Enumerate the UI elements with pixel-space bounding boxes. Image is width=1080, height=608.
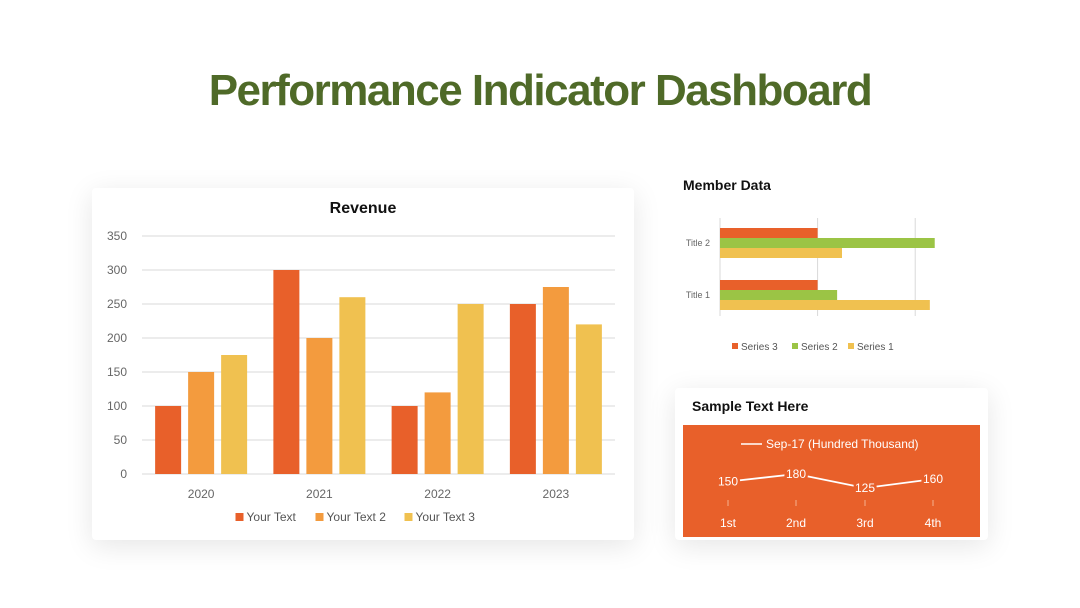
legend-swatch (404, 513, 413, 521)
legend-label: Series 2 (801, 342, 838, 353)
revenue-chart-title: Revenue (329, 200, 397, 217)
y-tick-label: 300 (107, 263, 127, 277)
x-tick-label: 4th (925, 516, 942, 530)
member-bar (720, 290, 838, 300)
revenue-bar (188, 372, 215, 474)
legend-label: Your Text 3 (416, 510, 476, 524)
legend-label: Series 3 (741, 342, 778, 353)
data-label: 160 (923, 472, 943, 486)
page-title: Performance Indicator Dashboard (208, 66, 873, 115)
sample-chart-title: Sample Text Here (692, 398, 809, 414)
x-tick-label: 3rd (856, 516, 873, 530)
y-tick-label: 50 (114, 433, 128, 447)
data-label: 150 (718, 475, 738, 489)
member-bar (720, 248, 842, 258)
legend-swatch (235, 513, 244, 521)
x-tick-label: 1st (720, 516, 737, 530)
member-bar (720, 280, 818, 290)
legend-swatch (315, 513, 324, 521)
x-tick-label: 2021 (306, 487, 333, 501)
member-chart-title: Member Data (683, 177, 771, 193)
member-bar (720, 238, 935, 248)
legend-label: Sep-17 (Hundred Thousand) (766, 437, 919, 451)
x-tick-label: 2022 (424, 487, 451, 501)
revenue-bar (391, 406, 418, 474)
data-label: 180 (786, 467, 806, 481)
revenue-bar (306, 338, 333, 474)
revenue-bar (221, 355, 248, 474)
x-tick-label: 2nd (786, 516, 806, 530)
sample-line-chart: Sep-17 (Hundred Thousand) 150 180 125 160 1st… (715, 437, 945, 530)
series-line (727, 473, 934, 489)
data-label: 125 (855, 481, 875, 495)
revenue-chart-card: Revenue 0 50 100 150 200 250 300 350 2020 2021 202… (92, 188, 634, 540)
legend-swatch (792, 343, 798, 349)
legend-label: Series 1 (857, 342, 894, 353)
x-tick-label: 2020 (188, 487, 215, 501)
y-tick-label: 100 (107, 399, 127, 413)
revenue-bar (542, 287, 569, 474)
y-tick-label: 200 (107, 331, 127, 345)
y-tick-label: 250 (107, 297, 127, 311)
sample-text-card: Sample Text Here Sep-17 (Hundred Thousan… (675, 388, 988, 540)
y-tick-label: 350 (107, 229, 127, 243)
legend-swatch (848, 343, 854, 349)
member-data-chart: Title 1 Title 2 Series 3 Series 2 Series 1 (686, 218, 935, 353)
legend-swatch (732, 343, 738, 349)
revenue-bar (339, 297, 366, 474)
revenue-bar (509, 304, 536, 474)
y-category-label: Title 2 (686, 238, 710, 248)
revenue-bar (457, 304, 484, 474)
x-tick-label: 2023 (543, 487, 570, 501)
legend-label: Your Text (247, 510, 297, 524)
revenue-chart: 0 50 100 150 200 250 300 350 2020 2021 2022 2023 You… (107, 229, 615, 524)
revenue-bar (273, 270, 300, 474)
y-category-label: Title 1 (686, 290, 710, 300)
revenue-bar (424, 392, 451, 474)
legend-label: Your Text 2 (327, 510, 387, 524)
y-tick-label: 150 (107, 365, 127, 379)
y-tick-label: 0 (120, 467, 127, 481)
revenue-bar (575, 324, 602, 474)
member-bar (720, 300, 930, 310)
member-bar (720, 228, 818, 238)
member-data-card: Member Data Title 1 Title 2 Series 3 Series… (676, 166, 976, 362)
revenue-bar (155, 406, 182, 474)
